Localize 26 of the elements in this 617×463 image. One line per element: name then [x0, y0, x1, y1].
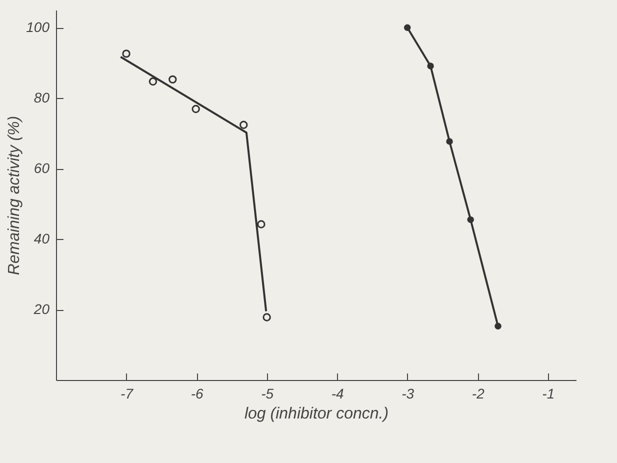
point	[404, 24, 411, 31]
y-tick-label: 40	[34, 230, 50, 247]
x-tick-label: -3	[402, 386, 414, 402]
x-tick-label: -7	[120, 386, 134, 402]
x-tick-label: -4	[331, 386, 344, 402]
x-tick-label: -1	[542, 386, 555, 402]
y-tick-label: 80	[34, 90, 50, 106]
point	[446, 138, 453, 145]
point	[192, 104, 200, 114]
point	[122, 50, 130, 58]
point	[494, 322, 502, 330]
point	[240, 120, 248, 129]
x-tick-label: -5	[261, 386, 274, 402]
x-tick-label: -6	[190, 386, 204, 402]
point	[168, 75, 177, 84]
point	[262, 313, 271, 322]
point	[257, 220, 266, 228]
y-tick-label: 20	[32, 301, 50, 318]
x-tick-label: -2	[472, 386, 485, 402]
y-axis-title: Remaining activity (%)	[6, 116, 24, 276]
y-tick-label: 60	[34, 160, 50, 176]
point	[467, 216, 474, 224]
point	[148, 77, 158, 86]
x-axis-title: log (inhibitor concn.)	[244, 406, 389, 422]
point	[427, 62, 434, 70]
y-tick-label: 100	[26, 19, 50, 36]
